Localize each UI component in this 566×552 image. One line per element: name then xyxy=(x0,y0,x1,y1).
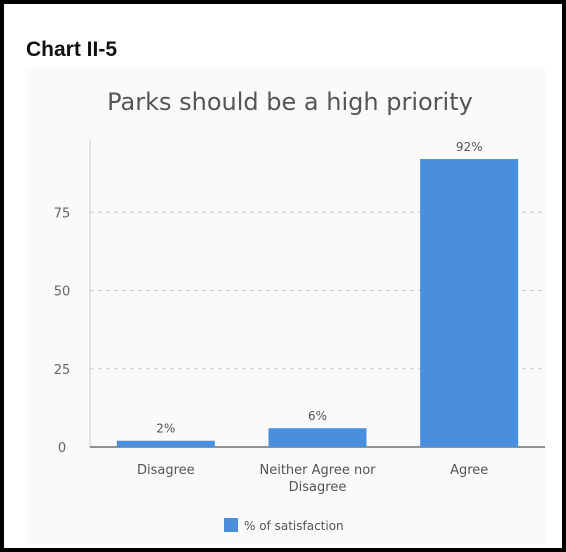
y-tick-label-75: 75 xyxy=(54,206,71,221)
bars xyxy=(116,159,519,448)
legend-swatch xyxy=(224,518,238,532)
bar-1 xyxy=(268,428,367,447)
data-label-2: 92% xyxy=(456,140,483,154)
y-tick-label-25: 25 xyxy=(54,363,71,378)
data-label-0: 2% xyxy=(156,422,175,436)
category-labels: Disagree Neither Agree nor Disagree Agree xyxy=(137,463,488,495)
x-tick-label-0-0: Disagree xyxy=(137,463,195,478)
y-tick-label-50: 50 xyxy=(54,285,71,300)
y-tick-label-0: 0 xyxy=(58,441,66,456)
data-label-1: 6% xyxy=(308,409,327,423)
x-tick-label-1-1: Disagree xyxy=(289,480,347,495)
bar-2 xyxy=(420,159,519,448)
x-tick-label-2-0: Agree xyxy=(450,463,488,478)
legend: % of satisfaction xyxy=(224,518,344,533)
chart-title: Parks should be a high priority xyxy=(107,88,473,116)
bar-0 xyxy=(116,440,215,447)
chart-heading: Chart II-5 xyxy=(26,38,118,61)
data-labels: 2% 6% 92% xyxy=(156,140,482,436)
x-tick-label-1-0: Neither Agree nor xyxy=(259,463,376,478)
legend-label: % of satisfaction xyxy=(244,519,344,533)
